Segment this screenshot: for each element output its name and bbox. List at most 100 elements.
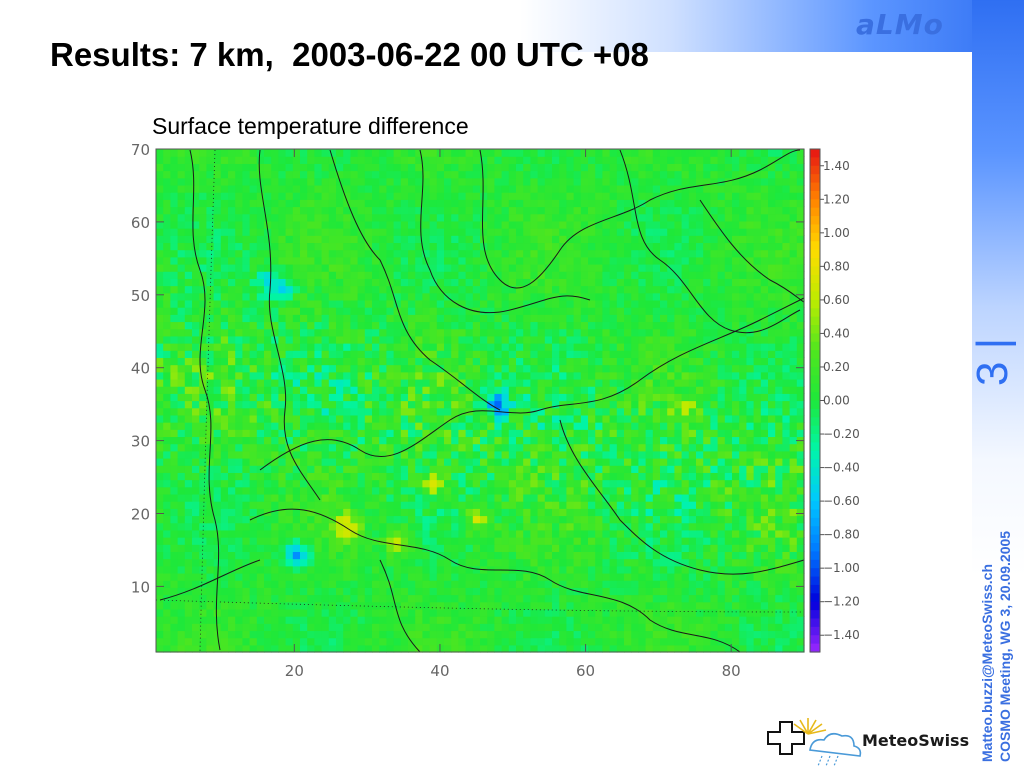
heatmap-cell — [580, 493, 589, 502]
heatmap-cell — [530, 414, 539, 423]
heatmap-cell — [523, 429, 531, 438]
heatmap-cell — [717, 328, 726, 337]
heatmap-cell — [192, 314, 200, 323]
heatmap-cell — [256, 343, 265, 351]
heatmap-cell — [573, 256, 582, 265]
heatmap-cell — [501, 271, 510, 279]
heatmap-cell — [624, 472, 632, 481]
heatmap-cell — [652, 587, 661, 596]
heatmap-cell — [559, 465, 567, 473]
heatmap-cell — [746, 529, 755, 538]
heatmap-cell — [609, 378, 618, 387]
heatmap-cell — [228, 414, 236, 423]
heatmap-cell — [379, 271, 387, 279]
heatmap-cell — [616, 350, 625, 358]
heatmap-cell — [688, 450, 697, 459]
heatmap-cell — [681, 321, 690, 330]
heatmap-cell — [292, 644, 301, 653]
heatmap-cell — [580, 529, 589, 538]
heatmap-cell — [724, 429, 733, 438]
heatmap-cell — [321, 472, 330, 481]
heatmap-cell — [271, 551, 279, 560]
heatmap-cell — [494, 422, 503, 430]
heatmap-cell — [688, 436, 697, 445]
heatmap-cell — [724, 551, 733, 560]
heatmap-cell — [249, 580, 258, 588]
heatmap-cell — [422, 328, 431, 337]
heatmap-cell — [501, 572, 510, 581]
heatmap-cell — [638, 328, 647, 337]
heatmap-cell — [616, 644, 625, 653]
heatmap-cell — [436, 386, 445, 394]
heatmap-cell — [775, 443, 783, 452]
heatmap-cell — [235, 522, 243, 531]
heatmap-cell — [796, 601, 805, 610]
heatmap-cell — [746, 479, 755, 488]
heatmap-cell — [444, 630, 452, 639]
heatmap-cell — [415, 608, 423, 617]
heatmap-cell — [264, 328, 272, 337]
heatmap-cell — [436, 465, 445, 473]
heatmap-cell — [393, 472, 402, 481]
heatmap-cell — [170, 314, 179, 323]
heatmap-cell — [357, 328, 366, 337]
heatmap-cell — [256, 594, 265, 603]
heatmap-cell — [444, 537, 452, 545]
heatmap-cell — [688, 522, 697, 531]
heatmap-cell — [516, 486, 524, 495]
heatmap-cell — [393, 537, 402, 545]
heatmap-cell — [458, 443, 467, 452]
heatmap-cell — [386, 314, 395, 323]
heatmap-cell — [364, 314, 373, 323]
heatmap-cell — [681, 544, 690, 552]
heatmap-cell — [681, 587, 690, 596]
heatmap-cell — [530, 307, 539, 315]
heatmap-cell — [789, 472, 798, 481]
heatmap-cell — [652, 256, 661, 265]
heatmap-cell — [336, 572, 344, 581]
heatmap-cell — [580, 594, 589, 603]
heatmap-cell — [724, 501, 733, 509]
heatmap-cell — [573, 479, 582, 488]
heatmap-cell — [472, 457, 481, 466]
heatmap-cell — [235, 608, 243, 617]
heatmap-cell — [249, 472, 258, 481]
heatmap-cell — [156, 601, 164, 610]
heatmap-cell — [292, 486, 301, 495]
heatmap-cell — [753, 529, 762, 538]
heatmap-cell — [278, 278, 287, 287]
heatmap-cell — [595, 515, 603, 524]
heatmap-cell — [364, 256, 373, 265]
heatmap-cell — [163, 630, 171, 639]
heatmap-cell — [170, 616, 179, 624]
heatmap-cell — [278, 271, 287, 279]
heatmap-cell — [343, 479, 351, 488]
heatmap-cell — [696, 601, 704, 610]
heatmap-cell — [652, 558, 661, 567]
heatmap-cell — [631, 522, 639, 531]
heatmap-cell — [408, 544, 416, 552]
heatmap-cell — [717, 508, 726, 517]
heatmap-cell — [235, 616, 243, 624]
heatmap-cell — [710, 479, 719, 488]
heatmap-cell — [616, 371, 625, 380]
heatmap-cell — [508, 278, 517, 287]
heatmap-cell — [580, 328, 589, 337]
heatmap-cell — [537, 321, 546, 330]
heatmap-cell — [357, 537, 366, 545]
heatmap-cell — [688, 321, 697, 330]
heatmap-cell — [688, 386, 697, 394]
heatmap-cell — [242, 256, 251, 265]
heatmap-cell — [638, 501, 647, 509]
heatmap-cell — [343, 450, 351, 459]
heatmap-cell — [472, 529, 481, 538]
heatmap-cell — [379, 479, 387, 488]
heatmap-cell — [458, 321, 467, 330]
heatmap-cell — [667, 572, 675, 581]
heatmap-cell — [724, 263, 733, 272]
heatmap-cell — [480, 644, 488, 653]
heatmap-cell — [386, 450, 395, 459]
heatmap-cell — [703, 299, 711, 308]
heatmap-cell — [544, 608, 553, 617]
heatmap-cell — [350, 594, 359, 603]
